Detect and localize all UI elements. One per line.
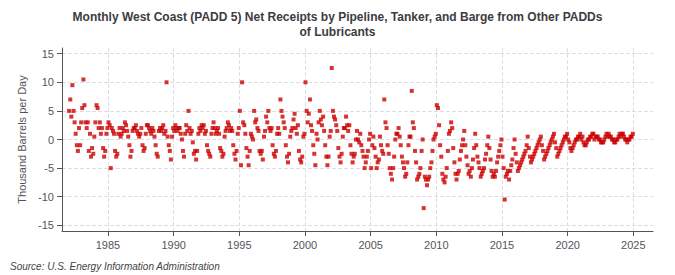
- svg-text:2015: 2015: [490, 239, 514, 251]
- svg-text:10: 10: [42, 76, 54, 88]
- svg-text:-10: -10: [38, 191, 54, 203]
- svg-text:2000: 2000: [293, 239, 317, 251]
- svg-text:1985: 1985: [96, 239, 120, 251]
- svg-text:-5: -5: [44, 162, 54, 174]
- svg-text:Monthly West Coast (PADD 5) Ne: Monthly West Coast (PADD 5) Net Receipts…: [73, 10, 603, 24]
- svg-text:2005: 2005: [358, 239, 382, 251]
- svg-text:2020: 2020: [555, 239, 579, 251]
- svg-text:Thousand Barrels per Day: Thousand Barrels per Day: [16, 75, 28, 204]
- svg-text:Source: U.S. Energy Informatio: Source: U.S. Energy Information Administ…: [10, 261, 220, 272]
- svg-text:2010: 2010: [424, 239, 448, 251]
- svg-text:of Lubricants: of Lubricants: [299, 25, 375, 39]
- svg-text:5: 5: [48, 105, 54, 117]
- svg-text:2025: 2025: [621, 239, 645, 251]
- svg-text:-15: -15: [38, 219, 54, 231]
- svg-text:1995: 1995: [227, 239, 251, 251]
- svg-text:15: 15: [42, 48, 54, 60]
- svg-text:0: 0: [48, 134, 54, 146]
- svg-text:1990: 1990: [161, 239, 185, 251]
